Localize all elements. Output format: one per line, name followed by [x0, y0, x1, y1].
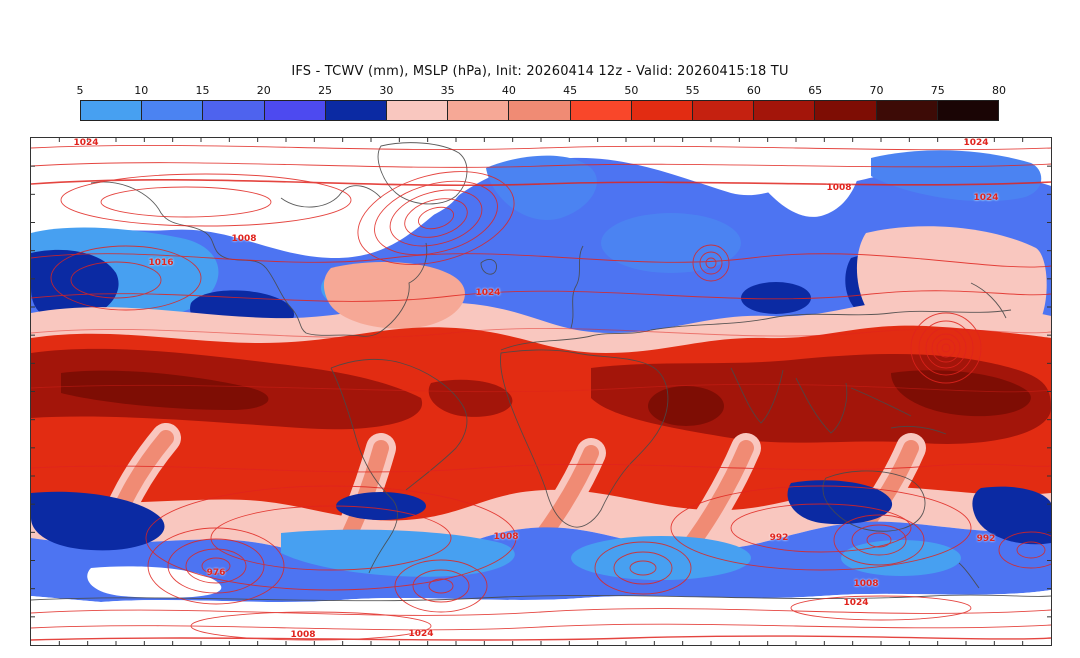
page-title: IFS - TCWV (mm), MSLP (hPa), Init: 20260…	[291, 64, 789, 79]
tcwv-navy-south	[787, 480, 893, 525]
pressure-contour-label: 1008	[826, 183, 852, 193]
colorbar-tick-label: 40	[501, 84, 516, 97]
colorbar-tick-label: 10	[134, 84, 149, 97]
colorbar-segment	[325, 101, 388, 120]
colorbar-tick-label: 60	[746, 84, 761, 97]
coastlines	[31, 142, 1051, 602]
tcwv-maroon-core	[648, 386, 724, 426]
map-frame-ticks	[31, 138, 1051, 645]
colorbar-segment	[815, 101, 877, 120]
mslp-contours	[31, 145, 1051, 641]
colorbar-segment	[387, 101, 449, 120]
tcwv-navy-south	[31, 491, 165, 551]
colorbar-segment	[203, 101, 265, 120]
pressure-contour-label: 992	[769, 533, 789, 543]
colorbar-tick-labels: 5 10 15 20 25 30 35 40 45 50 55 60 65 70 75 80	[76, 84, 1007, 98]
tcwv-navy	[741, 282, 811, 314]
pressure-contour-label: 1008	[231, 234, 257, 244]
colorbar-tick-label: 20	[256, 84, 271, 97]
pressure-contour-label: 1016	[148, 258, 174, 268]
tcwv-darkred-core	[428, 379, 513, 417]
pressure-contour-label: 1024	[475, 288, 501, 298]
colorbar-tick-label: 70	[869, 84, 884, 97]
colorbar-segment	[509, 101, 571, 120]
tcwv-maroon-core	[891, 370, 1031, 417]
pressure-contour-label: 1024	[408, 629, 434, 639]
colorbar-segment	[631, 101, 694, 120]
tcwv-lightblue-south	[841, 540, 961, 576]
colorbar-tick-label: 30	[379, 84, 394, 97]
colorbar-segment	[693, 101, 755, 120]
southern-low-spirals	[147, 514, 1051, 613]
tcwv-salmon-patch	[856, 226, 1047, 343]
pressure-contour-label: 1024	[73, 138, 99, 148]
colorbar-tick-label: 50	[624, 84, 639, 97]
colorbar-tick-label: 25	[318, 84, 333, 97]
tcwv-navy-south	[336, 492, 426, 520]
colorbar-tick-label: 65	[808, 84, 823, 97]
tcwv-lightblue-south	[281, 529, 515, 577]
pressure-contour-label: 1008	[853, 579, 879, 589]
colorbar-tick-label: 15	[195, 84, 210, 97]
pressure-contour-label: 976	[206, 568, 226, 578]
dry-arctic-canada	[146, 138, 472, 247]
colorbar	[80, 100, 999, 121]
pressure-contour-label: 1024	[973, 193, 999, 203]
colorbar-tick-label: 55	[685, 84, 700, 97]
world-map	[31, 138, 1051, 645]
colorbar-segment	[937, 101, 999, 120]
colorbar-segment	[81, 101, 143, 120]
pressure-contour-label: 1008	[493, 532, 519, 542]
pressure-contour-label: 1024	[963, 138, 989, 148]
colorbar-tick-label: 5	[76, 84, 84, 97]
tcwv-arctic-patch	[871, 150, 1042, 202]
tcwv-lightblue	[601, 213, 741, 273]
tcwv-lightblue-south	[571, 536, 751, 580]
map-canvas: 1024 1024 1008 1024 1008 1016 1024 1008 976 992 99…	[30, 137, 1052, 646]
tcwv-navy-south	[972, 486, 1051, 545]
colorbar-segment	[754, 101, 816, 120]
tcwv-south-blue-band	[31, 521, 1051, 602]
colorbar-segment	[876, 101, 938, 120]
colorbar-tick-label: 80	[992, 84, 1006, 97]
tcwv-maroon-core	[61, 370, 269, 410]
dry-arctic-siberia	[746, 138, 862, 217]
colorbar-segment	[570, 101, 632, 120]
colorbar-segment	[264, 101, 326, 120]
pressure-contour-label: 1008	[290, 630, 316, 640]
tcwv-navy	[31, 249, 119, 321]
colorbar-segment	[448, 101, 510, 120]
tcwv-salmon-patch	[323, 262, 465, 329]
colorbar-tick-label: 75	[930, 84, 945, 97]
colorbar-segment	[142, 101, 204, 120]
colorbar-tick-label: 35	[440, 84, 455, 97]
colorbar-tick-label: 45	[563, 84, 578, 97]
pressure-contour-label: 992	[976, 534, 996, 544]
pressure-contour-label: 1024	[843, 598, 869, 608]
